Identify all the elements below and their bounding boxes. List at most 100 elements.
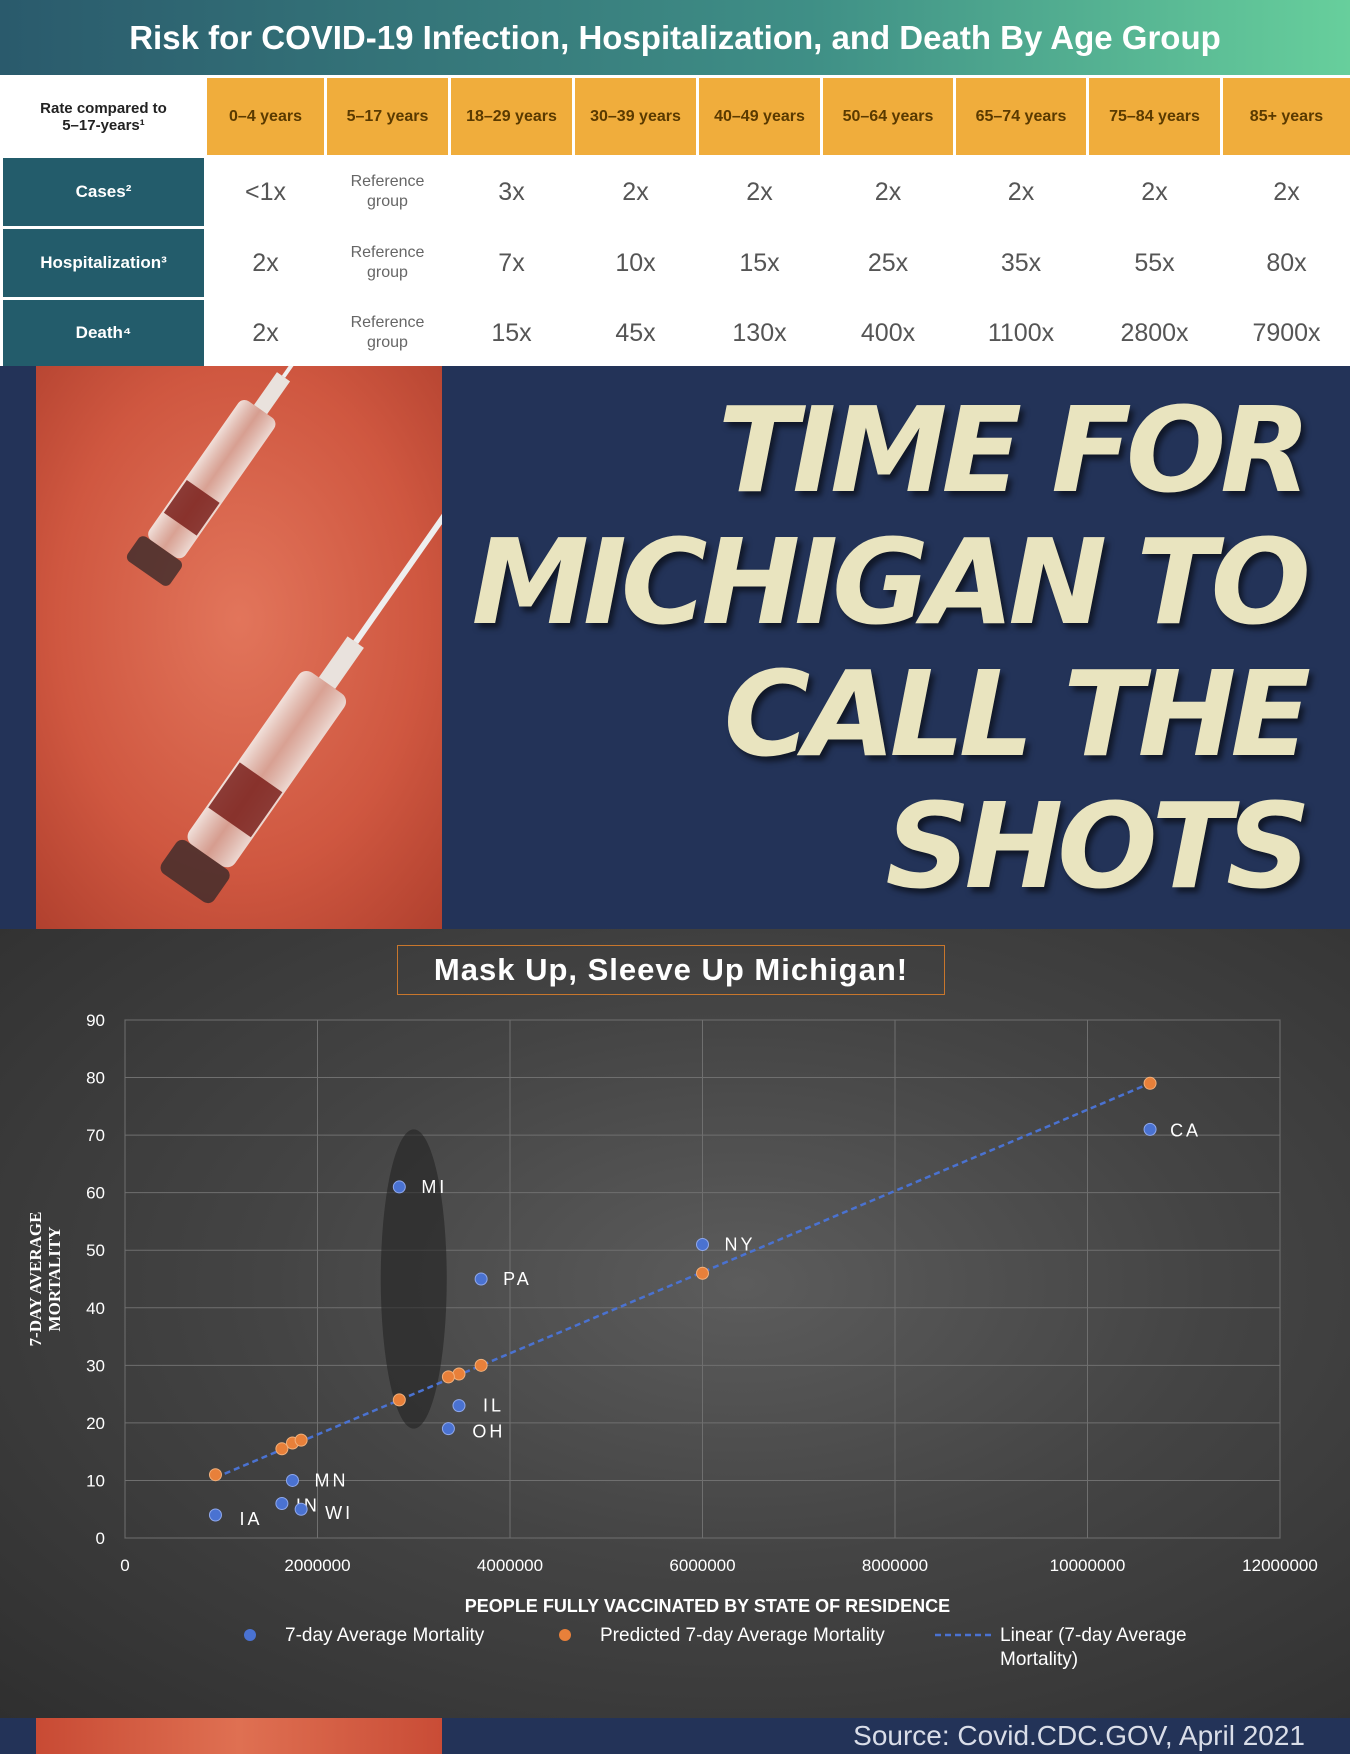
table-cell: 2x: [204, 297, 327, 369]
predicted-point: [1143, 1076, 1157, 1090]
y-axis-title-line: 7-DAY AVERAGE: [26, 1212, 45, 1347]
table-cell: 400x: [820, 297, 956, 369]
page-header-title: Risk for COVID-19 Infection, Hospitaliza…: [0, 0, 1350, 75]
y-tick-label: 30: [86, 1356, 105, 1375]
legend-marker-actual: [244, 1629, 256, 1641]
table-row: Death⁴ 2x Reference group 15x 45x 130x 4…: [0, 297, 1350, 369]
legend-label-line: Predicted 7-day Average Mortality: [600, 1625, 885, 1646]
age-group-header: 30–39 years: [572, 75, 699, 158]
table-cell: 25x: [820, 226, 956, 300]
point-label: MN: [314, 1470, 348, 1490]
y-tick-label: 0: [96, 1529, 105, 1548]
scatter-chart: 0 10 20 30 40 50 60 70 80 90 0 2000000 4000000 600000…: [0, 929, 1350, 1718]
actual-point: [208, 1508, 222, 1522]
table-cell: 2x: [820, 155, 956, 229]
table-cell: Reference group: [324, 226, 451, 300]
x-tick-label: 6000000: [669, 1556, 735, 1575]
legend-label: Linear (7-day Average Mortality): [1000, 1625, 1187, 1670]
legend-label: Predicted 7-day Average Mortality: [600, 1625, 885, 1646]
predicted-point: [392, 1393, 406, 1407]
headline: TIME FOR MICHIGAN TO CALL THE SHOTS: [425, 381, 1311, 915]
actual-point: [1143, 1122, 1157, 1136]
corner-label-text: Rate compared to 5–17-years¹: [40, 99, 167, 134]
headline-line: CALL THE: [723, 645, 1311, 783]
predicted-point: [441, 1370, 455, 1384]
age-group-header: 40–49 years: [696, 75, 823, 158]
age-group-header: 65–74 years: [953, 75, 1089, 158]
x-tick-label: 4000000: [477, 1556, 543, 1575]
table-cell: 2x: [696, 155, 823, 229]
corner-label: Rate compared to 5–17-years¹: [0, 75, 207, 158]
age-group-header: 0–4 years: [204, 75, 327, 158]
table-cell: 3x: [448, 155, 575, 229]
table-cell: 2x: [1220, 155, 1350, 229]
table-cell: 2x: [204, 226, 327, 300]
y-tick-label: 40: [86, 1299, 105, 1318]
actual-point: [294, 1502, 308, 1516]
y-tick-label: 50: [86, 1241, 105, 1260]
chart-canvas: 0 10 20 30 40 50 60 70 80 90 0 2000000 4000000 600000…: [26, 1011, 1318, 1670]
y-axis-title-line: MORTALITY: [45, 1227, 64, 1332]
y-tick-label: 20: [86, 1414, 105, 1433]
table-cell: 7900x: [1220, 297, 1350, 369]
table-cell: 2x: [1086, 155, 1223, 229]
table-cell: 15x: [448, 297, 575, 369]
table-row: Hospitalization³ 2x Reference group 7x 1…: [0, 226, 1350, 300]
predicted-point: [452, 1367, 466, 1381]
table-cell: 45x: [572, 297, 699, 369]
risk-table: Rate compared to 5–17-years¹ 0–4 years 5…: [0, 75, 1350, 369]
chart-title: Mask Up, Sleeve Up Michigan!: [397, 945, 945, 995]
table-cell: 80x: [1220, 226, 1350, 300]
table-cell: Reference group: [324, 297, 451, 369]
legend-label-line: Linear (7-day Average: [1000, 1625, 1187, 1646]
legend-label-line: 7-day Average Mortality: [285, 1625, 485, 1646]
y-tick-label: 10: [86, 1471, 105, 1490]
legend-label: 7-day Average Mortality: [285, 1625, 485, 1646]
headline-line: TIME FOR: [717, 381, 1311, 519]
age-group-header: 18–29 years: [448, 75, 575, 158]
table-cell: 7x: [448, 226, 575, 300]
legend-marker-predicted: [559, 1629, 571, 1641]
actual-point: [452, 1399, 466, 1413]
point-label: WI: [325, 1503, 353, 1523]
reference-group-text: Reference group: [350, 314, 425, 351]
table-cell: 55x: [1086, 226, 1223, 300]
actual-point: [441, 1422, 455, 1436]
headline-line: MICHIGAN TO: [471, 513, 1311, 651]
row-label: Hospitalization³: [0, 226, 207, 300]
legend-label-line: Mortality): [1000, 1649, 1078, 1670]
headline-line: SHOTS: [885, 777, 1311, 915]
point-label: IA: [239, 1509, 262, 1529]
table-cell: 2x: [953, 155, 1089, 229]
trendline: [214, 1082, 1151, 1479]
table-cell: 2x: [572, 155, 699, 229]
x-axis-title: PEOPLE FULLY VACCINATED BY STATE OF RESI…: [465, 1596, 950, 1616]
actual-point: [392, 1180, 406, 1194]
predicted-point: [696, 1266, 709, 1280]
predicted-point: [474, 1358, 488, 1372]
x-tick-label: 8000000: [862, 1556, 928, 1575]
y-tick-label: 70: [86, 1126, 105, 1145]
table-cell: 130x: [696, 297, 823, 369]
age-group-header: 5–17 years: [324, 75, 451, 158]
syringe-top: [126, 366, 377, 586]
syringe-bottom: [160, 460, 442, 904]
actual-point: [285, 1473, 299, 1487]
predicted-point: [208, 1468, 222, 1482]
x-tick-label: 2000000: [284, 1556, 350, 1575]
highlight-ellipse: [380, 1129, 447, 1429]
table-cell: 35x: [953, 226, 1089, 300]
footer: Source: Covid.CDC.GOV, April 2021: [0, 1718, 1350, 1754]
table-row: Cases² <1x Reference group 3x 2x 2x 2x 2…: [0, 155, 1350, 229]
age-group-header: 50–64 years: [820, 75, 956, 158]
actual-point: [275, 1496, 289, 1510]
predicted-point: [275, 1442, 289, 1456]
point-label: CA: [1170, 1120, 1201, 1140]
y-axis-title: 7-DAY AVERAGEMORTALITY: [26, 1212, 64, 1347]
y-tick-label: 90: [86, 1011, 105, 1030]
actual-point: [474, 1272, 488, 1286]
point-label: MI: [421, 1177, 447, 1197]
table-cell: <1x: [204, 155, 327, 229]
banner: TIME FOR MICHIGAN TO CALL THE SHOTS: [0, 366, 1350, 929]
age-group-header: 75–84 years: [1086, 75, 1223, 158]
